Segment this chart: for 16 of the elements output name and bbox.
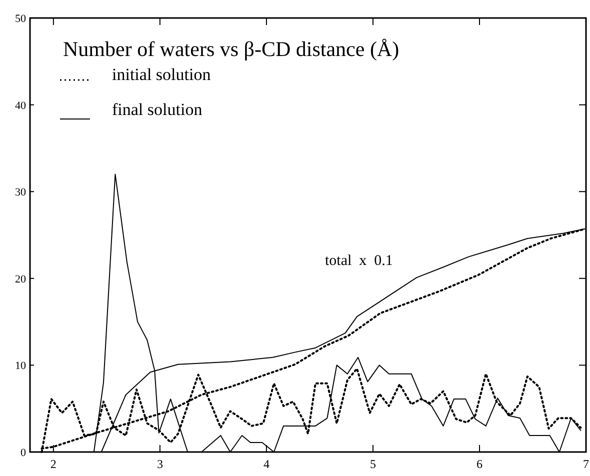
annotation: total x 0.1: [325, 253, 393, 269]
y-tick-label: 10: [15, 360, 26, 372]
y-tick-label: 40: [15, 100, 26, 112]
legend-label: initial solution: [112, 65, 212, 84]
y-tick-label: 30: [15, 186, 26, 199]
y-tick-label: 50: [15, 13, 26, 25]
legend-label: final solution: [112, 100, 203, 119]
text: Number of waters vs β-CD distance (Å): [63, 37, 400, 61]
y-tick-label: 0: [20, 447, 26, 459]
x-tick-label: 7: [583, 457, 589, 471]
x-tick-label: 2: [50, 457, 56, 471]
x-tick-label: 6: [476, 457, 482, 471]
x-tick-label: 5: [370, 457, 376, 471]
y-tick-label: 20: [15, 273, 26, 286]
x-tick-label: 4: [263, 457, 270, 471]
x-tick-label: 3: [156, 457, 163, 471]
